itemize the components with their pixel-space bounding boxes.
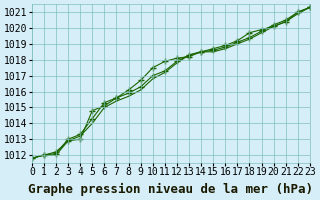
X-axis label: Graphe pression niveau de la mer (hPa): Graphe pression niveau de la mer (hPa) <box>28 183 313 196</box>
